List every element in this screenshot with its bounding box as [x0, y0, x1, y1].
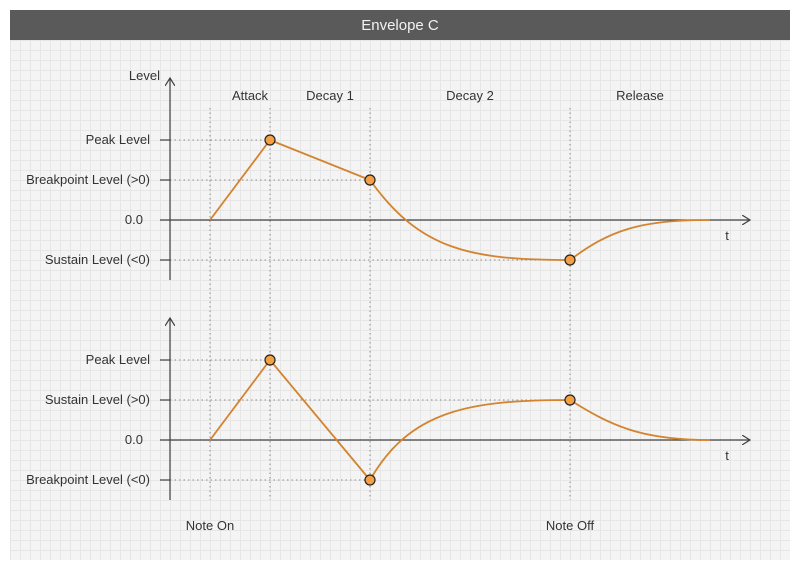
top-sustain-level-label: Sustain Level (<0)	[45, 252, 150, 267]
top-breakpoint-point	[364, 174, 376, 186]
bottom-envelope-curve	[209, 358, 711, 482]
top-plot: Level Attack Decay 1 Decay 2 Release Pea…	[26, 68, 750, 280]
bottom-sustain-point	[564, 394, 576, 406]
bottom-sustain-level-label: Sustain Level (>0)	[45, 392, 150, 407]
bottom-breakpoint-point	[364, 474, 376, 486]
stage-label-decay2: Decay 2	[446, 88, 494, 103]
bottom-peak-point	[264, 354, 276, 366]
diagram-panel	[10, 10, 790, 560]
top-envelope-curve	[209, 138, 711, 261]
bottom-t-label: t	[725, 448, 729, 463]
note-off-label: Note Off	[546, 518, 595, 533]
bottom-breakpoint-level-label: Breakpoint Level (<0)	[26, 472, 150, 487]
top-zero-label: 0.0	[125, 212, 143, 227]
top-sustain-point	[564, 254, 576, 266]
stage-label-decay1: Decay 1	[306, 88, 354, 103]
stage-label-attack: Attack	[232, 88, 269, 103]
top-t-label: t	[725, 228, 729, 243]
bottom-zero-label: 0.0	[125, 432, 143, 447]
top-breakpoint-level-label: Breakpoint Level (>0)	[26, 172, 150, 187]
top-y-axis-label: Level	[129, 68, 160, 83]
note-on-label: Note On	[186, 518, 234, 533]
top-peak-level-label: Peak Level	[86, 132, 150, 147]
top-peak-point	[264, 134, 276, 146]
bottom-peak-level-label: Peak Level	[86, 352, 150, 367]
title-bar: Envelope C	[10, 10, 790, 40]
bottom-plot: Peak Level Sustain Level (>0) 0.0 Breakp…	[26, 318, 750, 500]
page-title: Envelope C	[361, 16, 439, 34]
stage-label-release: Release	[616, 88, 664, 103]
